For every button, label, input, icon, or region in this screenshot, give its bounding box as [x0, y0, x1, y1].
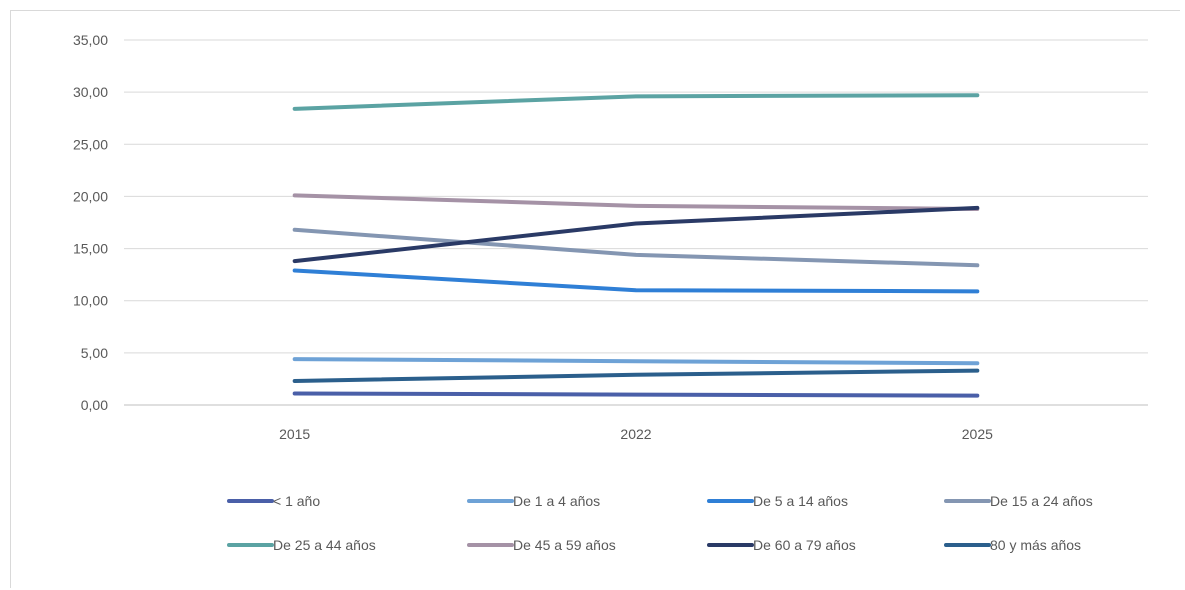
series-line: [292, 391, 980, 398]
legend-item: De 25 a 44 años: [227, 537, 376, 553]
series-line: [292, 193, 980, 211]
chart-area: [10, 10, 1180, 588]
legend-item: De 1 a 4 años: [467, 493, 600, 509]
y-tick-label: 0,00: [81, 397, 108, 413]
x-tick-label: 2025: [962, 426, 993, 442]
legend-item: De 45 a 59 años: [467, 537, 616, 553]
legend-label: De 15 a 24 años: [990, 493, 1093, 509]
y-tick-label: 10,00: [73, 293, 108, 309]
series-line: [292, 368, 980, 384]
legend-label: De 45 a 59 años: [513, 537, 616, 553]
legend-label: De 25 a 44 años: [273, 537, 376, 553]
y-tick-label: 20,00: [73, 188, 108, 204]
legend-label: 80 y más años: [990, 537, 1081, 553]
legend-label: De 1 a 4 años: [513, 493, 600, 509]
legend-item: < 1 año: [227, 493, 320, 509]
legend-label: De 60 a 79 años: [753, 537, 856, 553]
y-tick-label: 25,00: [73, 136, 108, 152]
y-tick-label: 30,00: [73, 84, 108, 100]
series-line: [292, 357, 980, 366]
x-axis-ticks: 2015 2022 2025: [279, 426, 993, 442]
legend: < 1 año De 1 a 4 años De 5 a 14 años De 15 …: [227, 493, 1093, 553]
legend-label: De 5 a 14 años: [753, 493, 848, 509]
x-tick-label: 2015: [279, 426, 310, 442]
legend-item: De 15 a 24 años: [944, 493, 1093, 509]
y-tick-label: 35,00: [73, 32, 108, 48]
series-line: [292, 205, 980, 264]
legend-label: < 1 año: [273, 493, 320, 509]
gridlines: [124, 39, 1148, 406]
y-tick-label: 5,00: [81, 345, 108, 361]
series-line: [292, 93, 980, 111]
x-tick-label: 2022: [620, 426, 651, 442]
y-axis-ticks: 0,00 5,00 10,00 15,00 20,00 25,00 30,00 35,00: [73, 32, 108, 413]
series-lines: [292, 93, 980, 398]
y-tick-label: 15,00: [73, 241, 108, 257]
legend-item: 80 y más años: [944, 537, 1081, 553]
legend-item: De 60 a 79 años: [707, 537, 856, 553]
legend-item: De 5 a 14 años: [707, 493, 848, 509]
series-line: [292, 268, 980, 294]
series-line: [292, 227, 980, 268]
